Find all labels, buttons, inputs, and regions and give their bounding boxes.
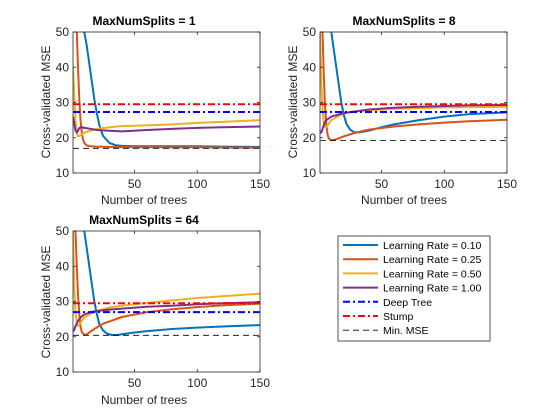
subplot-3-ytick-label: 40 xyxy=(56,259,70,273)
subplot-3-axes: 50 100 150 10 20 30 40 50 xyxy=(56,224,271,390)
legend-label-learning-rate-0-50: Learning Rate = 0.50 xyxy=(383,268,482,280)
subplot-2-xlabel: Number of trees xyxy=(361,193,447,207)
subplot-1-line-learning-rate-0-25 xyxy=(75,32,260,149)
subplot-3-ytick-label: 50 xyxy=(56,224,70,238)
subplot-1-ytick-label: 40 xyxy=(56,60,70,74)
subplot-1-ytick-label: 10 xyxy=(56,166,70,180)
subplot-maxnumsplits-1: MaxNumSplits = 1 50 100 150 10 20 30 40 50 Numb… xyxy=(39,14,270,207)
legend-label-learning-rate-0-25: Learning Rate = 0.25 xyxy=(383,254,482,266)
subplot-3-xtick-label: 150 xyxy=(250,376,270,390)
legend-entries: Learning Rate = 0.10 Learning Rate = 0.25… xyxy=(343,240,482,337)
subplot-2-xtick-label: 100 xyxy=(434,177,454,191)
legend-label-deep-tree: Deep Tree xyxy=(383,297,432,309)
subplot-3-xtick-label: 100 xyxy=(187,376,207,390)
subplot-1-axes: 50 100 150 10 20 30 40 50 xyxy=(56,25,271,191)
subplot-3-line-learning-rate-0-50 xyxy=(73,231,260,328)
subplot-1-xtick-label: 150 xyxy=(250,177,270,191)
subplot-maxnumsplits-8: MaxNumSplits = 8 50 100 150 10 20 30 40 50 Numb… xyxy=(286,14,517,207)
subplot-1-ytick-label: 30 xyxy=(56,96,70,110)
subplot-2-line-learning-rate-0-10 xyxy=(330,32,507,134)
subplot-1-line-learning-rate-1-00 xyxy=(73,116,260,134)
subplot-2-axes: 50 100 150 10 20 30 40 50 xyxy=(303,25,518,191)
subplot-2-xtick-label: 150 xyxy=(497,177,517,191)
subplot-2-ytick-label: 40 xyxy=(303,60,317,74)
subplot-1-xtick-label: 50 xyxy=(128,177,142,191)
subplot-3-ylabel: Cross-validated MSE xyxy=(39,246,53,359)
subplot-2-line-learning-rate-1-00 xyxy=(320,104,507,134)
subplot-2-line-learning-rate-0-25 xyxy=(321,32,507,142)
legend-label-min-mse: Min. MSE xyxy=(383,325,429,337)
subplot-1-xtick-label: 100 xyxy=(187,177,207,191)
subplot-2-ytick-label: 10 xyxy=(303,166,317,180)
legend-label-learning-rate-0-10: Learning Rate = 0.10 xyxy=(383,240,482,252)
subplot-3-ytick-label: 10 xyxy=(56,365,70,379)
subplot-2-ylabel: Cross-validated MSE xyxy=(286,46,300,159)
subplot-maxnumsplits-64: MaxNumSplits = 64 50 100 150 10 20 30 40 50 Num… xyxy=(39,213,270,407)
legend-label-learning-rate-1-00: Learning Rate = 1.00 xyxy=(383,283,482,295)
subplot-3-ytick-label: 20 xyxy=(56,330,70,344)
subplot-3-xtick-label: 50 xyxy=(128,376,142,390)
subplot-1-line-learning-rate-0-50 xyxy=(73,67,260,137)
legend: Learning Rate = 0.10 Learning Rate = 0.25… xyxy=(337,235,491,342)
subplot-2-xtick-label: 50 xyxy=(375,177,389,191)
subplot-1-line-learning-rate-0-10 xyxy=(83,32,260,148)
subplot-1-ytick-label: 20 xyxy=(56,131,70,145)
subplot-2-ytick-label: 20 xyxy=(303,131,317,145)
subplot-1-title: MaxNumSplits = 1 xyxy=(92,14,195,28)
subplot-3-title: MaxNumSplits = 64 xyxy=(89,213,199,227)
legend-label-stump: Stump xyxy=(383,311,414,323)
subplot-1-xlabel: Number of trees xyxy=(101,193,187,207)
subplot-3-line-learning-rate-0-25 xyxy=(74,231,260,336)
subplot-3-ytick-label: 30 xyxy=(56,295,70,309)
subplot-2-ytick-label: 30 xyxy=(303,96,317,110)
subplot-3-series xyxy=(73,231,260,336)
subplot-1-series xyxy=(73,32,260,149)
subplot-1-ylabel: Cross-validated MSE xyxy=(39,46,53,159)
subplot-1-ytick-label: 50 xyxy=(56,25,70,39)
subplot-2-line-learning-rate-0-50 xyxy=(320,32,507,129)
subplot-3-line-learning-rate-0-10 xyxy=(83,231,260,336)
subplot-3-xlabel: Number of trees xyxy=(101,393,187,407)
subplot-2-series xyxy=(320,32,507,142)
subplot-2-title: MaxNumSplits = 8 xyxy=(352,14,455,28)
subplot-2-ytick-label: 50 xyxy=(303,25,317,39)
